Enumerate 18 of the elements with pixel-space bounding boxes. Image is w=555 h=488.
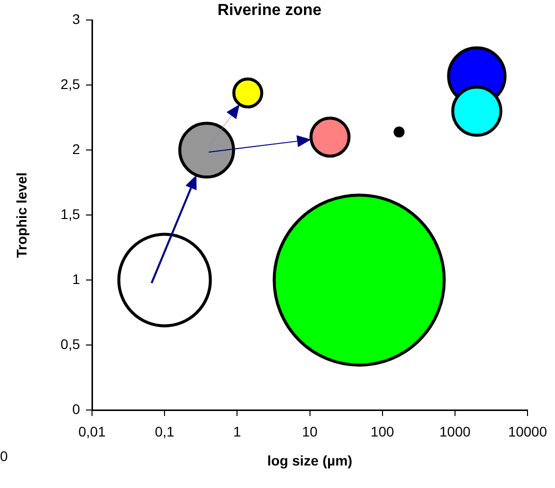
y-tick-label: 2 — [72, 140, 80, 157]
chart-title: Riverine zone — [217, 2, 322, 20]
y-tick-label: 0 — [72, 400, 80, 417]
x-tick-label: 10000 — [508, 423, 548, 440]
y-tick-label: 1,5 — [60, 206, 80, 222]
x-tick-label: 0,01 — [78, 423, 106, 440]
y-tick-label: 3 — [72, 11, 80, 28]
y-tick-label: 2,5 — [60, 76, 80, 92]
x-axis-title: log size (µm) — [267, 452, 352, 468]
x-tick-label: 10 — [302, 423, 318, 440]
x-tick-label: 0,1 — [154, 423, 175, 440]
y-axis-title: Trophic level — [13, 172, 30, 258]
x-tick-label: 1000 — [439, 423, 471, 440]
y-tick-label: 0,5 — [60, 336, 80, 352]
text: 0 — [0, 448, 8, 464]
x-tick-label: 100 — [370, 423, 394, 440]
y-tick-label: 1 — [72, 270, 80, 287]
x-tick-label: 1 — [233, 423, 242, 440]
